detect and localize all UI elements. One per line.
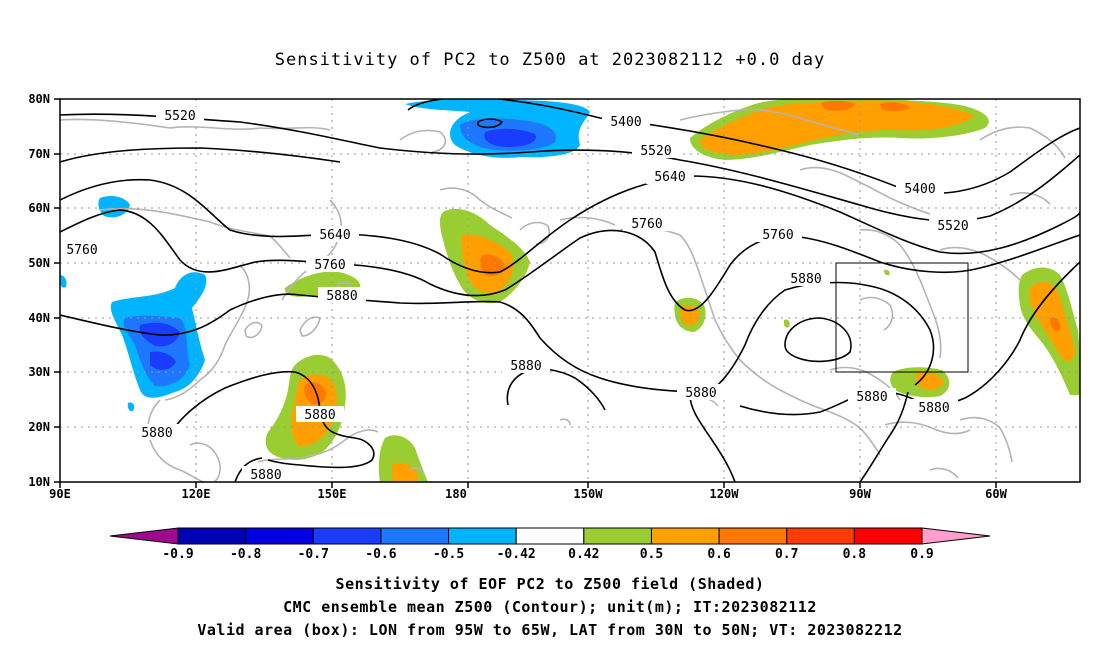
contour-label: 5880 [685,386,716,401]
colorbar-swatch [312,527,382,545]
lat-label: 20N [28,420,50,434]
colorbar-label: -0.5 [433,547,464,562]
axis-ticks [54,98,997,488]
colorbar-label: 0.6 [707,547,731,562]
contour-label: 5640 [319,228,350,243]
colorbar-swatch [515,527,585,545]
colorbar-swatch [718,527,788,545]
contour-label: 5880 [856,390,887,405]
caption-valid-area: Valid area (box): LON from 95W to 65W, L… [197,621,903,639]
contour-label: 5520 [937,219,968,234]
colorbar-label: 0.9 [910,547,933,562]
contour-label: 5880 [141,426,172,441]
map-title: Sensitivity of PC2 to Z500 at 2023082112… [274,50,826,70]
contour-label: 5760 [66,243,97,258]
lon-label: 150W [574,487,604,501]
colorbar-swatch [245,527,314,545]
lat-label: 30N [28,365,50,379]
lat-label: 60N [28,201,50,215]
lon-label: 150E [318,487,347,501]
colorbar-label: 0.42 [568,547,599,562]
map-frame [59,98,1081,483]
colorbar-swatch [650,527,720,545]
contour-label: 5880 [304,408,335,423]
colorbar-label: -0.42 [497,547,536,562]
lon-label: 120W [710,487,740,501]
colorbar-label: 0.5 [640,547,663,562]
lat-label: 40N [28,311,50,325]
coastlines [60,108,1066,482]
contour-label: 5880 [510,359,541,374]
contour-label: 5520 [164,109,195,124]
colorbar-label: -0.8 [230,547,261,562]
valid-area-box [835,262,969,373]
colorbar-swatch [786,527,855,545]
lat-label: 50N [28,256,50,270]
colorbar-swatch [380,527,450,545]
latitude-labels: 80N 70N 60N 50N 40N 30N 20N 10N [28,92,50,489]
colorbar-label: 0.8 [843,547,867,562]
colorbar-swatch [177,527,247,545]
colorbar-label: -0.9 [162,547,193,562]
contour-label: 5520 [640,144,671,159]
contour-label: 5640 [654,170,685,185]
contour-label: 5760 [762,228,793,243]
longitude-labels: 90E 120E 150E 180 150W 120W 90W 60W [49,487,1007,501]
contour-label: 5880 [250,468,281,483]
lat-label: 70N [28,147,50,161]
lon-label: 120E [182,487,211,501]
contour-label: 5760 [631,217,662,232]
contour-labels: 5520 5400 5520 5400 5640 5520 5760 5640 … [60,107,977,483]
lon-label: 90W [849,487,871,501]
lon-label: 180 [445,487,467,501]
colorbar-max-triangle [921,527,991,545]
colorbar-swatch [853,527,923,545]
colorbar: -0.9 -0.8 -0.7 -0.6 -0.5 -0.42 0.42 0.5 0.6 0.7 0.… [109,527,991,562]
caption-shaded: Sensitivity of EOF PC2 to Z500 field (Sh… [335,575,765,593]
lat-label: 80N [28,92,50,106]
colorbar-label: -0.7 [298,547,329,562]
colorbar-label: -0.6 [365,547,396,562]
shaded-sensitivity [60,99,1080,482]
contour-label: 5880 [326,289,357,304]
contour-label: 5760 [314,258,345,273]
lon-label: 60W [985,487,1007,501]
graticule [60,99,1080,482]
contour-label: 5400 [610,115,641,130]
contour-label: 5880 [790,272,821,287]
contour-label: 5880 [918,401,949,416]
colorbar-swatch [448,527,517,545]
colorbar-label: 0.7 [775,547,798,562]
colorbar-min-triangle [109,527,179,545]
lon-label: 90E [49,487,71,501]
contour-label: 5400 [904,182,935,197]
colorbar-swatch [583,527,652,545]
caption-contour: CMC ensemble mean Z500 (Contour); unit(m… [283,598,817,616]
lat-label: 10N [28,475,50,489]
